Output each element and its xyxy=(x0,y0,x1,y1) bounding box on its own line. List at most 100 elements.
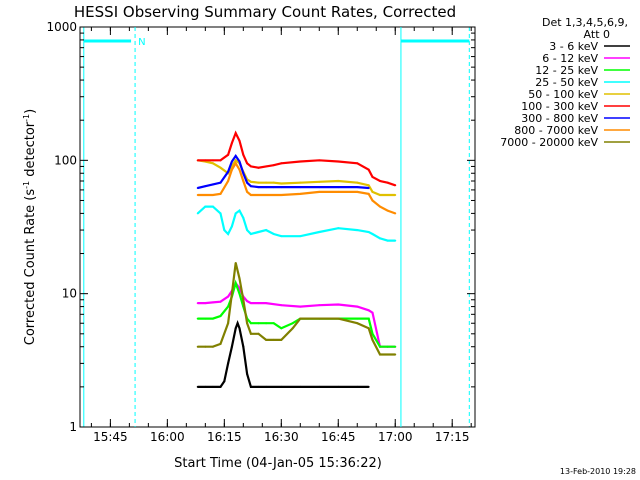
series-point-12-25-kev xyxy=(280,327,283,330)
series-point-3-6-kev xyxy=(219,385,222,388)
series-point-6-12-kev xyxy=(204,302,207,305)
series-point-3-6-kev xyxy=(196,385,199,388)
series-point-300-800-kev xyxy=(337,186,340,189)
series-line-12-25-kev xyxy=(197,279,396,348)
series-point-800-7000-kev xyxy=(230,168,233,171)
legend-header-line-2: Att 0 xyxy=(584,28,610,41)
series-point-7000-20000-kev xyxy=(249,332,252,335)
axes: 1 10 100 1000 15:45 16:00 16:15 16:30 16:45 17:00… xyxy=(46,20,475,444)
series-point-50-100-kev xyxy=(265,181,268,184)
series-point-25-50-kev xyxy=(299,235,302,238)
y-tick-label-10: 10 xyxy=(62,287,77,301)
series-point-6-12-kev xyxy=(219,300,222,303)
series-line-25-50-kev xyxy=(196,205,396,242)
series-point-800-7000-kev xyxy=(265,193,268,196)
series-point-25-50-kev xyxy=(280,235,283,238)
series-point-6-12-kev xyxy=(280,304,283,307)
x-tick-label-16:00: 16:00 xyxy=(150,430,185,444)
legend-label-25-50-kev: 25 - 50 keV xyxy=(535,76,598,89)
series-point-300-800-kev xyxy=(249,185,252,188)
series-point-100-300-kev xyxy=(211,159,214,162)
series-point-3-6-kev xyxy=(242,345,245,348)
chart-title: HESSI Observing Summary Count Rates, Cor… xyxy=(74,3,456,21)
series-point-6-12-kev xyxy=(371,311,374,314)
legend-label-100-300-kev: 100 - 300 keV xyxy=(521,100,598,113)
series-point-800-7000-kev xyxy=(394,212,397,215)
legend-label-50-100-kev: 50 - 100 keV xyxy=(528,88,598,101)
series-point-300-800-kev xyxy=(196,187,199,190)
series-point-50-100-kev xyxy=(356,181,359,184)
legend-label-300-800-kev: 300 - 800 keV xyxy=(521,112,598,125)
series-point-25-50-kev xyxy=(211,205,214,208)
series-point-300-800-kev xyxy=(204,185,207,188)
series-point-300-800-kev xyxy=(238,160,241,163)
series-point-100-300-kev xyxy=(230,141,233,144)
plot-frame xyxy=(79,26,476,428)
legend-header-line-1: Det 1,3,4,5,6,9, xyxy=(542,16,628,29)
series-point-100-300-kev xyxy=(337,160,340,163)
series-point-100-300-kev xyxy=(204,159,207,162)
series-point-7000-20000-kev xyxy=(246,322,249,325)
x-tick-label-17:00: 17:00 xyxy=(378,430,413,444)
series-point-300-800-kev xyxy=(356,186,359,189)
y-tick-label-1000: 1000 xyxy=(46,20,77,34)
series-point-7000-20000-kev xyxy=(272,338,275,341)
series-point-800-7000-kev xyxy=(234,162,237,165)
time-markers: N xyxy=(83,27,470,427)
series-line-300-800-kev xyxy=(197,153,369,190)
series-layer xyxy=(196,130,397,388)
series-point-12-25-kev xyxy=(238,292,241,295)
series-line-50-100-kev xyxy=(197,158,396,197)
series-point-100-300-kev xyxy=(257,166,260,169)
series-point-100-300-kev xyxy=(234,132,237,135)
series-point-800-7000-kev xyxy=(204,193,207,196)
series-point-12-25-kev xyxy=(227,305,230,308)
series-point-7000-20000-kev xyxy=(219,342,222,345)
series-point-100-300-kev xyxy=(196,159,199,162)
series-point-6-12-kev xyxy=(337,303,340,306)
series-point-800-7000-kev xyxy=(257,193,260,196)
series-point-100-300-kev xyxy=(367,168,370,171)
series-point-7000-20000-kev xyxy=(230,292,233,295)
series-point-300-800-kev xyxy=(280,186,283,189)
series-point-800-7000-kev xyxy=(371,199,374,202)
footer-date: 13-Feb-2010 19:28 xyxy=(560,467,636,476)
series-point-6-12-kev xyxy=(318,304,321,307)
series-point-25-50-kev xyxy=(219,212,222,215)
series-point-300-800-kev xyxy=(211,183,214,186)
series-point-12-25-kev xyxy=(379,345,382,348)
series-point-800-7000-kev xyxy=(227,179,230,182)
y-tick-label-1: 1 xyxy=(69,420,77,434)
series-point-12-25-kev xyxy=(257,322,260,325)
series-point-25-50-kev xyxy=(265,229,268,232)
series-point-800-7000-kev xyxy=(367,192,370,195)
series-point-50-100-kev xyxy=(371,190,374,193)
series-point-800-7000-kev xyxy=(272,193,275,196)
series-point-300-800-kev xyxy=(234,154,237,157)
series-point-800-7000-kev xyxy=(379,205,382,208)
series-point-3-6-kev xyxy=(257,385,260,388)
series-point-800-7000-kev xyxy=(249,193,252,196)
series-point-50-100-kev xyxy=(211,162,214,165)
x-tick-label-17:15: 17:15 xyxy=(435,430,470,444)
y-axis-label: Corrected Count Rate (s-1 detector-1) xyxy=(22,109,38,345)
series-point-100-300-kev xyxy=(386,181,389,184)
series-point-12-25-kev xyxy=(386,345,389,348)
series-point-50-100-kev xyxy=(257,181,260,184)
series-point-50-100-kev xyxy=(386,193,389,196)
series-point-3-6-kev xyxy=(236,322,239,325)
series-point-100-300-kev xyxy=(242,153,245,156)
series-point-7000-20000-kev xyxy=(318,317,321,320)
series-point-3-6-kev xyxy=(234,327,237,330)
series-point-7000-20000-kev xyxy=(227,322,230,325)
series-point-3-6-kev xyxy=(318,385,321,388)
series-point-6-12-kev xyxy=(211,301,214,304)
series-point-7000-20000-kev xyxy=(386,353,389,356)
series-point-3-6-kev xyxy=(265,385,268,388)
series-point-7000-20000-kev xyxy=(265,338,268,341)
series-point-3-6-kev xyxy=(249,385,252,388)
series-point-6-12-kev xyxy=(227,295,230,298)
series-point-100-300-kev xyxy=(379,179,382,182)
series-point-50-100-kev xyxy=(280,182,283,185)
